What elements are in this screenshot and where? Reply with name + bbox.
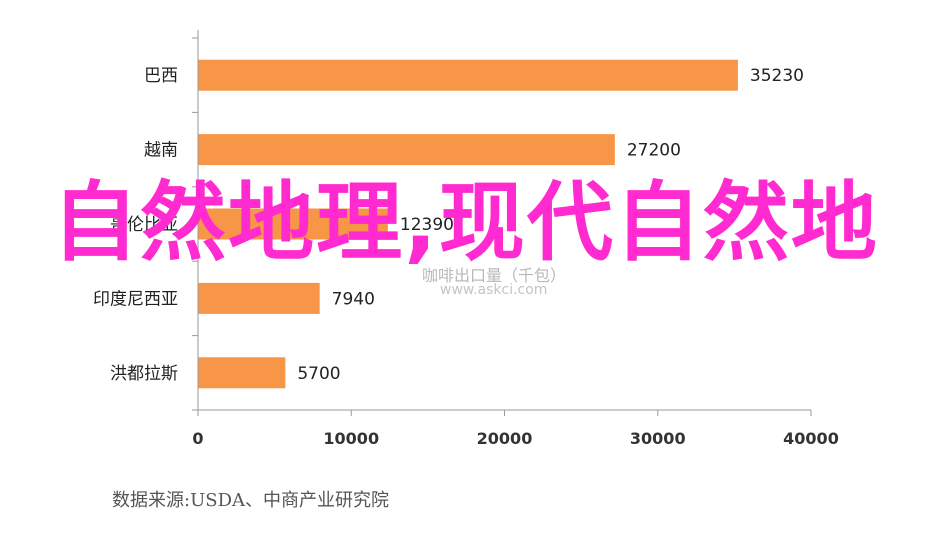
x-tick-label-2: 20000 [477, 429, 533, 448]
watermark-title: 咖啡出口量（千包） [422, 266, 567, 285]
category-label-1: 越南 [144, 141, 178, 161]
bar-4 [198, 357, 286, 389]
x-tick-label-4: 40000 [783, 429, 839, 448]
axis-layer: 0 10000 20000 30000 40000 [192, 30, 839, 448]
bar-1 [198, 134, 615, 166]
category-label-0: 巴西 [144, 66, 178, 86]
value-label-1: 27200 [627, 141, 681, 161]
bar-0 [198, 59, 738, 91]
bar-3 [198, 282, 320, 314]
category-label-4: 洪都拉斯 [110, 364, 178, 384]
category-label-3: 印度尼西亚 [93, 289, 178, 309]
value-label-2: 12390 [400, 215, 454, 235]
labels-layer: 巴西 35230 越南 27200 哥伦比亚 12390 印度尼西亚 7940 洪都拉斯 5700 [93, 66, 804, 384]
category-label-2: 哥伦比亚 [110, 215, 178, 235]
watermark-url: www.askci.com [440, 282, 548, 298]
x-tick-label-0: 0 [192, 429, 203, 448]
x-tick-label-3: 30000 [630, 429, 686, 448]
bars-layer [198, 59, 738, 389]
value-label-4: 5700 [297, 364, 340, 384]
bar-2 [198, 208, 388, 240]
value-label-3: 7940 [332, 289, 375, 309]
source-note: 数据来源:USDA、中商产业研究院 [112, 490, 389, 511]
value-label-0: 35230 [750, 66, 804, 86]
x-tick-label-1: 10000 [323, 429, 379, 448]
